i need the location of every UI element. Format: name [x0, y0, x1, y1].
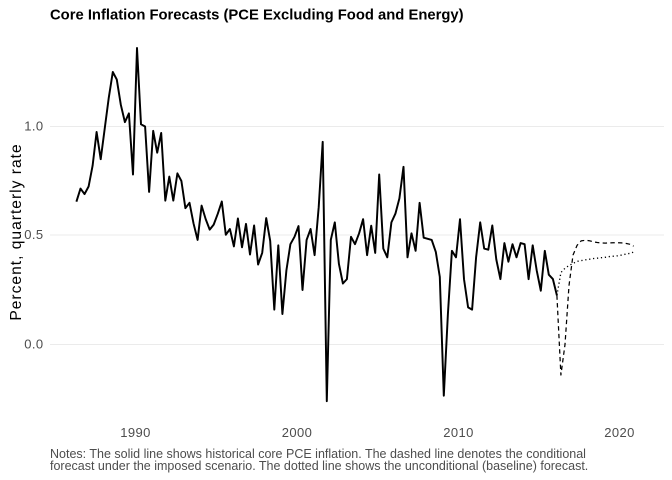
svg-text:1.0: 1.0 — [24, 119, 43, 134]
svg-text:0.5: 0.5 — [24, 227, 43, 242]
svg-text:0.0: 0.0 — [24, 337, 43, 352]
svg-text:forecast under the imposed sce: forecast under the imposed scenario. The… — [50, 459, 588, 473]
svg-text:Percent, quarterly rate: Percent, quarterly rate — [8, 143, 25, 320]
svg-text:Core Inflation Forecasts (PCE: Core Inflation Forecasts (PCE Excluding … — [50, 8, 464, 24]
svg-text:2010: 2010 — [443, 425, 474, 440]
svg-text:2000: 2000 — [282, 425, 313, 440]
svg-text:2020: 2020 — [604, 425, 635, 440]
svg-text:Notes: The solid line shows hi: Notes: The solid line shows historical c… — [50, 447, 586, 461]
svg-text:1990: 1990 — [120, 425, 151, 440]
